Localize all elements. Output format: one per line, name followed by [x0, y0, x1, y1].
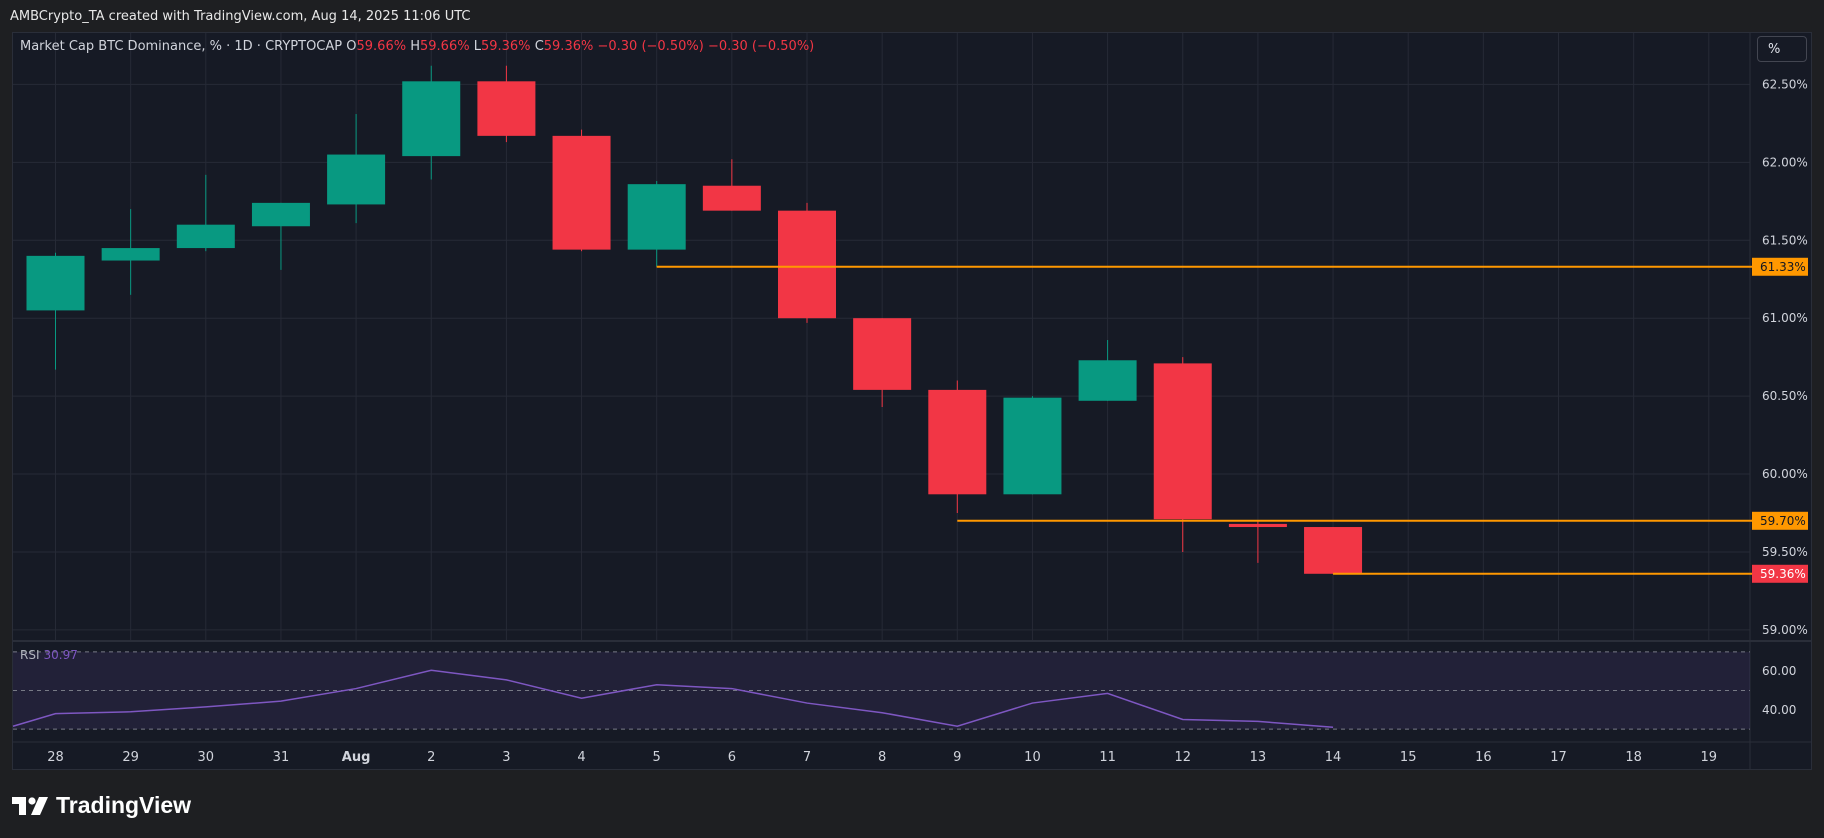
candle-body: [251, 202, 310, 227]
y-axis-tick-label: 61.00%: [1762, 311, 1808, 325]
high-value: 59.66%: [420, 39, 470, 54]
candle-body: [853, 318, 912, 390]
price-level-label: 59.70%: [1760, 514, 1806, 528]
candle-body: [1304, 527, 1363, 574]
rsi-legend: RSI 30.97: [20, 648, 78, 662]
y-axis-tick-label: 62.50%: [1762, 77, 1808, 91]
x-axis-tick-label: 16: [1475, 750, 1492, 765]
x-axis-tick-label: 14: [1325, 750, 1342, 765]
x-axis-tick-label: 29: [122, 750, 139, 765]
symbol-legend: Market Cap BTC Dominance, % · 1D · CRYPT…: [20, 39, 814, 54]
price-level-label: 61.33%: [1760, 260, 1806, 274]
y-axis-tick-label: 61.50%: [1762, 233, 1808, 247]
chart-attribution: AMBCrypto_TA created with TradingView.co…: [10, 9, 471, 24]
x-axis-tick-label: 2: [427, 750, 435, 765]
x-axis-tick-label: 12: [1174, 750, 1191, 765]
x-axis-tick-label: 8: [878, 750, 886, 765]
x-axis-tick-label: 31: [273, 750, 290, 765]
price-level-label: 59.36%: [1760, 567, 1806, 581]
open-label: O: [346, 39, 357, 54]
x-axis-tick-label: 11: [1099, 750, 1116, 765]
x-axis-tick-label: 30: [198, 750, 215, 765]
symbol-title[interactable]: Market Cap BTC Dominance, % · 1D · CRYPT…: [20, 39, 343, 54]
price-level-badge: [1752, 257, 1808, 276]
candle-body: [627, 184, 686, 250]
candle-body: [1078, 360, 1137, 401]
x-axis-tick-label: 17: [1550, 750, 1567, 765]
chart-panel[interactable]: [12, 32, 1812, 770]
low-label: L: [473, 39, 481, 54]
x-axis-tick-label: 28: [47, 750, 64, 765]
low-value: 59.36%: [480, 39, 531, 54]
candle-body: [26, 255, 85, 311]
candle-body: [477, 81, 536, 136]
rsi-axis-tick-label: 60.00: [1762, 664, 1796, 678]
open-value: 59.66%: [356, 39, 407, 54]
candle-body: [176, 224, 235, 249]
x-axis-tick-label: 6: [728, 750, 736, 765]
candle-body: [778, 210, 836, 319]
tradingview-logo-icon: [12, 796, 48, 815]
rsi-axis-tick-label: 40.00: [1762, 703, 1796, 717]
y-axis-tick-label: 60.00%: [1762, 467, 1808, 481]
x-axis-tick-label: 3: [502, 750, 510, 765]
candle-body: [552, 135, 611, 250]
x-axis-tick-label: 7: [803, 750, 811, 765]
x-axis-tick-label: 19: [1701, 750, 1718, 765]
y-axis-tick-label: 59.50%: [1762, 545, 1808, 559]
price-level-badge: [1752, 511, 1808, 530]
y-axis-tick-label: 62.00%: [1762, 155, 1808, 169]
y-axis-tick-label: 60.50%: [1762, 389, 1808, 403]
rsi-band-fill: [13, 651, 1750, 730]
rsi-line: [12, 669, 1334, 728]
candle-body: [702, 185, 761, 211]
x-axis-tick-label: 5: [653, 750, 661, 765]
close-value: 59.36%: [543, 39, 594, 54]
x-axis-tick-label: Aug: [342, 750, 371, 765]
y-axis-tick-label: 59.00%: [1762, 623, 1808, 637]
rsi-value: 30.97: [43, 648, 78, 662]
x-axis-tick-label: 15: [1400, 750, 1417, 765]
candle-body: [928, 389, 987, 495]
high-label: H: [410, 39, 420, 54]
candle-body: [1003, 397, 1062, 495]
rsi-name[interactable]: RSI: [20, 648, 40, 662]
candle-body: [327, 154, 386, 205]
tradingview-logo: TradingView: [12, 792, 191, 819]
candle-body: [1228, 523, 1287, 528]
x-axis-tick-label: 10: [1024, 750, 1041, 765]
x-axis-tick-label: 13: [1250, 750, 1267, 765]
close-label: C: [534, 39, 544, 54]
change-value: −0.30 (−0.50%): [597, 39, 704, 54]
change-value-2: −0.30 (−0.50%): [707, 39, 815, 54]
x-axis-tick-label: 4: [577, 750, 585, 765]
brand-name: TradingView: [56, 792, 192, 818]
percent-scale-button[interactable]: %: [1757, 36, 1807, 62]
x-axis-tick-label: 9: [953, 750, 961, 765]
x-axis-tick-label: 18: [1625, 750, 1642, 765]
candle-body: [101, 248, 160, 261]
price-level-badge: [1752, 564, 1808, 583]
candle-body: [402, 81, 461, 157]
candle-body: [1153, 363, 1212, 520]
